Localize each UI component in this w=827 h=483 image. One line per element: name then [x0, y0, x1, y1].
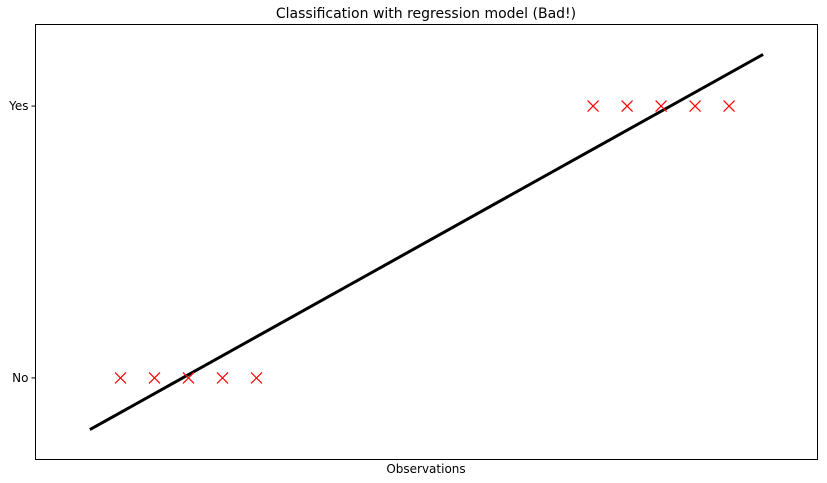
chart-title: Classification with regression model (Ba…	[276, 6, 576, 22]
data-point-marker	[723, 100, 736, 112]
data-point-marker	[182, 372, 195, 384]
data-point-marker	[114, 372, 127, 384]
data-point-marker	[689, 100, 702, 112]
data-point-marker	[655, 100, 668, 112]
y-axis: No Yes	[8, 99, 36, 385]
y-tick-label: Yes	[8, 99, 28, 113]
x-axis-label: Observations	[386, 462, 465, 476]
y-tick-label: No	[12, 371, 28, 385]
data-point-marker	[587, 100, 600, 112]
data-point-marker	[250, 372, 263, 384]
data-points	[114, 100, 736, 384]
regression-line	[89, 53, 764, 431]
data-point-marker	[148, 372, 161, 384]
data-point-marker	[621, 100, 634, 112]
regression-line-layer	[89, 53, 764, 431]
data-point-marker	[216, 372, 229, 384]
plot-area-frame	[35, 24, 818, 460]
